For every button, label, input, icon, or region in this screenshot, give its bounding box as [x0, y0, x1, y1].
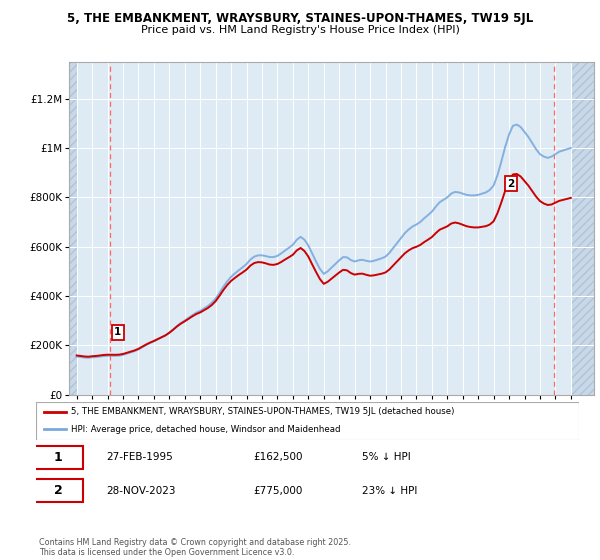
- Bar: [69, 62, 77, 395]
- Text: 1: 1: [114, 328, 121, 338]
- Text: 28-NOV-2023: 28-NOV-2023: [107, 486, 176, 496]
- Text: £775,000: £775,000: [253, 486, 302, 496]
- Text: 2: 2: [507, 179, 514, 189]
- Text: 23% ↓ HPI: 23% ↓ HPI: [362, 486, 417, 496]
- Bar: [571, 62, 594, 395]
- Text: 5% ↓ HPI: 5% ↓ HPI: [362, 452, 410, 462]
- Text: Contains HM Land Registry data © Crown copyright and database right 2025.
This d: Contains HM Land Registry data © Crown c…: [39, 538, 351, 557]
- Text: HPI: Average price, detached house, Windsor and Maidenhead: HPI: Average price, detached house, Wind…: [71, 425, 341, 434]
- Text: 27-FEB-1995: 27-FEB-1995: [107, 452, 173, 462]
- Text: Price paid vs. HM Land Registry's House Price Index (HPI): Price paid vs. HM Land Registry's House …: [140, 25, 460, 35]
- Text: 2: 2: [54, 484, 62, 497]
- Text: 5, THE EMBANKMENT, WRAYSBURY, STAINES-UPON-THAMES, TW19 5JL: 5, THE EMBANKMENT, WRAYSBURY, STAINES-UP…: [67, 12, 533, 25]
- Text: 5, THE EMBANKMENT, WRAYSBURY, STAINES-UPON-THAMES, TW19 5JL (detached house): 5, THE EMBANKMENT, WRAYSBURY, STAINES-UP…: [71, 407, 455, 416]
- Text: 1: 1: [54, 451, 62, 464]
- Text: £162,500: £162,500: [253, 452, 303, 462]
- FancyBboxPatch shape: [33, 479, 83, 502]
- FancyBboxPatch shape: [33, 446, 83, 469]
